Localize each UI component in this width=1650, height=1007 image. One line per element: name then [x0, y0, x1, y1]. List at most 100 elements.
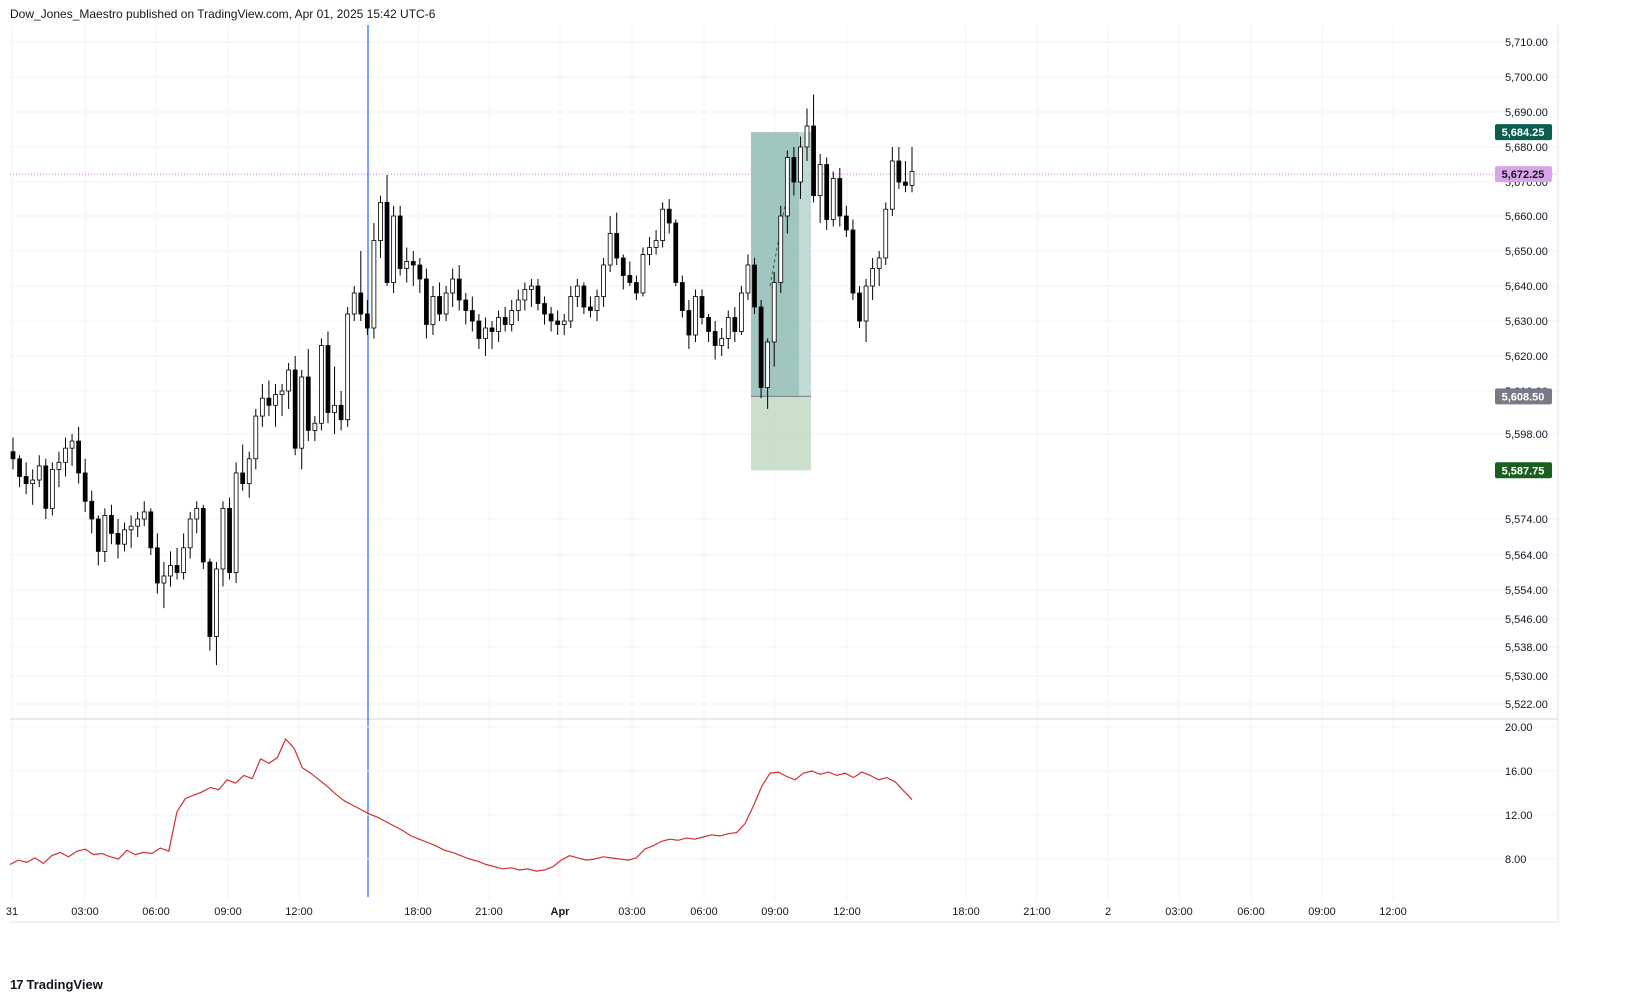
candle-body: [63, 447, 68, 463]
oscillator-line: [9, 738, 913, 872]
candle-body: [588, 306, 593, 311]
candle: [69, 434, 75, 466]
candle-body: [909, 171, 915, 186]
candle: [679, 275, 685, 318]
candle-body: [594, 296, 600, 311]
candle: [758, 300, 764, 399]
candle-body: [109, 515, 114, 534]
price-label-text: 5,684.25: [1502, 127, 1545, 139]
candle-body: [824, 164, 830, 220]
candle-body: [312, 422, 318, 431]
candle: [673, 219, 679, 286]
candle: [725, 310, 731, 349]
candle-body: [371, 240, 377, 329]
candle-body: [752, 264, 757, 308]
candle: [588, 296, 593, 318]
time-axis: 31 03:00 06:00 09:00 12:00 18:00 21:00 Apr 03:00…: [6, 906, 1407, 918]
y-tick-label: 5,530.00: [1505, 671, 1548, 683]
candle-body: [548, 313, 554, 322]
candle-body: [561, 320, 567, 325]
price-label: 5,587.75: [1495, 462, 1552, 479]
candle: [233, 462, 239, 583]
candle-body: [791, 157, 797, 183]
candle-body: [154, 547, 160, 584]
candle-body: [771, 282, 777, 343]
candle: [404, 247, 410, 283]
candle-body: [686, 310, 692, 336]
candle-body: [325, 345, 331, 413]
candle: [82, 458, 88, 512]
y-tick-label: 5,700.00: [1505, 72, 1548, 84]
candle-body: [509, 310, 515, 325]
candle-body: [607, 233, 613, 266]
candle: [699, 289, 705, 325]
candle-body: [876, 257, 882, 269]
candle-body: [358, 292, 364, 315]
candle-body: [778, 215, 784, 283]
candle: [771, 272, 777, 367]
position-tool[interactable]: [751, 132, 811, 471]
candle-body: [804, 125, 810, 148]
x-tick-label: 06:00: [1237, 906, 1265, 918]
price-label-text: 5,587.75: [1502, 465, 1545, 477]
candle-body: [627, 275, 633, 283]
candle: [502, 307, 508, 332]
y-tick-label: 5,640.00: [1505, 281, 1548, 293]
candle-body: [522, 289, 528, 301]
candle: [332, 366, 337, 434]
candle-body: [286, 369, 291, 392]
candle: [476, 314, 482, 349]
price-label-box: [1495, 124, 1552, 141]
candle-body: [181, 547, 186, 573]
candle-body: [489, 327, 495, 332]
candle: [417, 258, 423, 293]
candle-body: [798, 146, 803, 183]
candle: [555, 310, 561, 335]
candle: [391, 205, 396, 293]
candle-body: [17, 458, 22, 477]
candle-body: [174, 565, 180, 573]
candle: [364, 300, 370, 335]
candle: [109, 504, 114, 545]
candle: [273, 384, 278, 427]
candle-body: [725, 317, 731, 339]
candle-body: [837, 178, 843, 217]
candle: [844, 205, 849, 237]
candle-body: [417, 264, 423, 280]
candle-body: [194, 507, 200, 520]
candle: [489, 321, 495, 349]
candle: [515, 289, 521, 321]
candle-body: [620, 257, 626, 276]
candle: [620, 254, 626, 290]
candle: [30, 469, 36, 505]
candle-body: [896, 160, 902, 183]
x-tick-label: 03:00: [1165, 906, 1193, 918]
candle-body: [227, 507, 232, 573]
candle-body: [161, 575, 167, 584]
candle-body: [601, 264, 606, 297]
candle: [784, 150, 790, 234]
x-tick-label: 09:00: [1308, 906, 1336, 918]
candle: [240, 444, 246, 491]
y-tick-label: 5,574.00: [1505, 514, 1548, 526]
candle-body: [889, 160, 895, 210]
candle-body: [535, 285, 541, 304]
candle: [17, 455, 22, 488]
candle-body: [653, 240, 659, 248]
candle-body: [332, 404, 337, 413]
candle: [437, 282, 442, 321]
candle-body: [69, 440, 75, 449]
candle-body: [437, 296, 442, 315]
candle: [817, 154, 823, 223]
candle-body: [870, 268, 875, 287]
tradingview-logo-text: TradingView: [26, 977, 103, 992]
y-tick-label: 5,554.00: [1505, 585, 1548, 597]
candle: [824, 157, 830, 230]
price-label: 5,608.50: [1495, 388, 1552, 405]
candle: [266, 380, 272, 417]
candle: [207, 558, 213, 651]
profit-zone-extension: [799, 132, 811, 397]
candle: [627, 261, 633, 286]
candle: [837, 168, 843, 227]
